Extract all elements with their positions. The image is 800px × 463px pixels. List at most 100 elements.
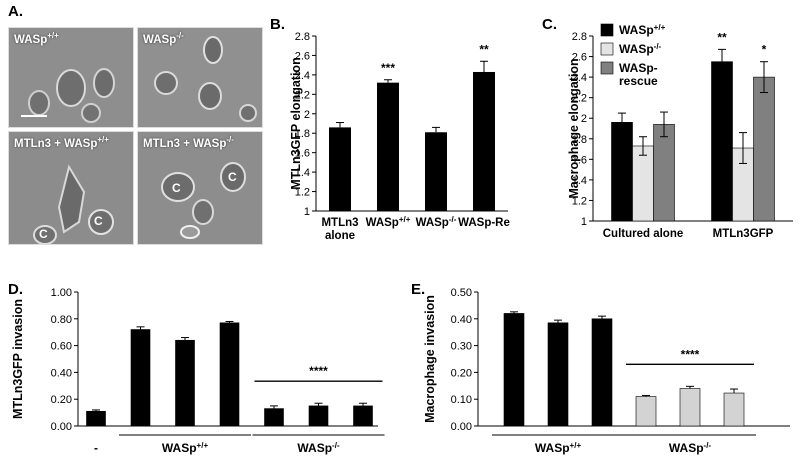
panel-d-y-axis-label: MTLn3GFP invasion (11, 299, 25, 419)
panel-d-y-tick-label: 0.60 (51, 341, 72, 353)
panel-b-y-tick-label: 2 (304, 109, 310, 121)
panel-d-group-label: WASp+/+ (162, 441, 209, 455)
cells-image (9, 132, 133, 244)
panel-b-y-tick-label: 1 (304, 206, 310, 218)
panel-c-legend-label: WASp+/+ (619, 23, 666, 37)
panel-b-y-tick-label: 2.2 (295, 89, 310, 101)
micrograph-label: MTLn3 + WASp-/- (143, 135, 234, 150)
panel-b-significance: *** (381, 61, 395, 75)
panel-e-y-tick-label: 0.20 (451, 367, 472, 379)
cells-image (9, 28, 133, 127)
panel-b-bar (425, 132, 447, 211)
panel-b-x-tick-label-line2: alone (325, 230, 355, 242)
panel-a-letter: A. (8, 3, 23, 20)
panel-c-y-tick-label: 1 (581, 216, 587, 228)
panel-d-bar (130, 329, 151, 427)
panel-e-group-label: WASp-/- (669, 441, 712, 455)
cells-image (138, 132, 262, 244)
panel-c-y-tick-label: 2 (581, 113, 587, 125)
panel-d-y-tick-label: 0.00 (51, 421, 72, 433)
panel-e-bar (591, 318, 613, 427)
panel-c-legend-label: WASp- (619, 61, 658, 75)
panel-c-bar (653, 124, 675, 222)
panel-e-group-label: WASp+/+ (535, 441, 582, 455)
micrograph-mtln3-wasp-ko: MTLn3 + WASp-/- C C (137, 131, 263, 245)
panel-b-bar (377, 82, 399, 212)
panel-c-y-tick-label: 1.4 (572, 175, 587, 187)
panel-e-bar (547, 322, 569, 427)
panel-d-bar (264, 408, 284, 427)
panel-c-legend-swatch (600, 61, 614, 75)
panel-d-panel-letter: D. (8, 281, 23, 298)
micrograph-mtln3-wasp-wt: MTLn3 + WASp+/+ C C (8, 131, 134, 245)
panel-e-y-tick-label: 0.30 (451, 341, 472, 353)
panel-c-bar (753, 76, 775, 222)
panel-c-y-tick-label: 2.8 (572, 31, 587, 43)
panel-b-x-tick-label: WASp+/+ (366, 215, 411, 229)
panel-d-group-label: - (94, 441, 98, 455)
micrograph-wasp-ko: WASp-/- (137, 27, 263, 128)
panel-c-bar (611, 122, 633, 222)
cells-image (138, 28, 262, 127)
panel-e-bar (679, 388, 701, 427)
panel-c-y-axis-label: Macrophage elongation (567, 58, 581, 198)
panel-b-bar (473, 71, 495, 211)
micrograph-label: WASp+/+ (14, 31, 59, 46)
panel-c-y-tick-label: 2.6 (572, 52, 587, 64)
micrograph-wasp-wt: WASp+/+ (8, 27, 134, 128)
panel-d-significance: **** (309, 364, 328, 378)
panel-c-legend-label-line2: rescue (619, 74, 658, 88)
panel-d-group-label: WASp-/- (297, 441, 340, 455)
cell-marker-c: C (39, 227, 48, 241)
cell-marker-c: C (172, 181, 181, 195)
panel-e-bar (503, 313, 525, 427)
cell-marker-c: C (94, 214, 103, 228)
panel-b-y-tick-label: 1.2 (295, 187, 310, 199)
micrograph-label: WASp-/- (143, 31, 184, 46)
panel-b-y-tick-label: 2.4 (295, 70, 310, 82)
panel-d-bar (308, 405, 329, 427)
panel-c-legend-label: WASp-/- (619, 42, 662, 56)
panel-b-y-axis-label: MTLn3GFP elongation (289, 57, 303, 189)
panel-e-y-tick-label: 0.00 (451, 421, 472, 433)
panel-d-y-tick-label: 0.80 (51, 314, 72, 326)
panel-e-bar (635, 396, 657, 427)
panel-e-y-tick-label: 0.40 (451, 314, 472, 326)
panel-c-y-tick-label: 1.2 (572, 195, 587, 207)
panel-b-significance: ** (479, 42, 489, 56)
cell-marker-c: C (228, 170, 237, 184)
panel-e-y-tick-label: 0.10 (451, 394, 472, 406)
panel-b-bar (329, 127, 351, 211)
panel-b-x-tick-label: MTLn3 (321, 217, 358, 229)
panel-c-x-tick-label: MTLn3GFP (713, 228, 774, 240)
panel-e-y-axis-label: Macrophage invasion (423, 295, 437, 423)
panel-e-bar (723, 392, 745, 427)
panel-d-bar (86, 410, 106, 427)
panel-c-x-tick-label: Cultured alone (603, 228, 684, 240)
panel-d-bar (353, 405, 373, 427)
panel-b-y-tick-label: 2.6 (295, 50, 310, 62)
panel-b-y-tick-label: 1.4 (295, 167, 310, 179)
micrograph-label: MTLn3 + WASp+/+ (14, 135, 109, 150)
panel-d-y-tick-label: 0.40 (51, 367, 72, 379)
panel-e-significance: **** (681, 347, 700, 361)
panel-e-y-tick-label: 0.50 (451, 287, 472, 299)
panel-b-y-tick-label: 1.6 (295, 148, 310, 160)
panel-b-y-tick-label: 2.8 (295, 31, 310, 43)
panel-c-y-tick-label: 2.2 (572, 93, 587, 105)
panel-c-bar (711, 61, 733, 222)
panel-d-y-tick-label: 1.00 (51, 287, 72, 299)
panel-b-panel-letter: B. (270, 16, 285, 33)
panel-c-bar (632, 145, 654, 222)
panel-c-panel-letter: C. (542, 16, 557, 33)
panel-c-y-tick-label: 1.8 (572, 134, 587, 146)
panel-b-y-tick-label: 1.8 (295, 128, 310, 140)
panel-c-significance: ** (717, 30, 727, 44)
panel-d-bar (175, 339, 195, 427)
panel-d-bar (219, 322, 240, 427)
panel-e-panel-letter: E. (411, 281, 425, 298)
panel-c-y-tick-label: 2.4 (572, 72, 587, 84)
panel-c-significance: * (762, 43, 767, 57)
panel-d-y-tick-label: 0.20 (51, 394, 72, 406)
